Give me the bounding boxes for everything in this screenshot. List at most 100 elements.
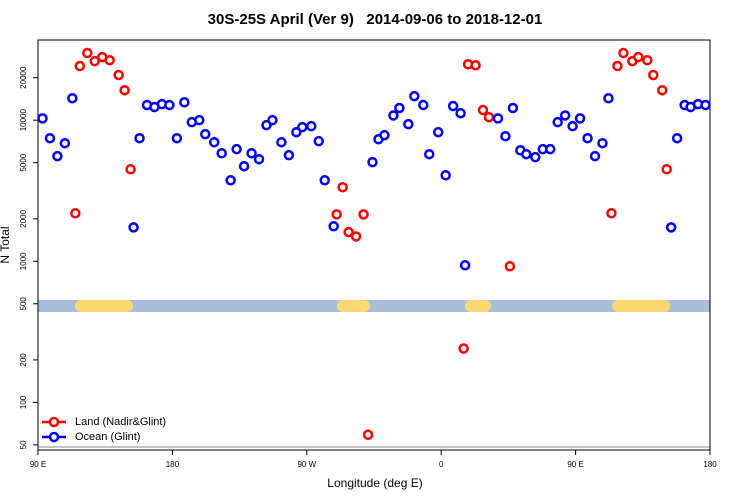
point (455, 107, 466, 119)
point (216, 147, 227, 159)
x-tick-label: 90 E (567, 460, 583, 469)
point (618, 47, 629, 59)
land-band (337, 300, 370, 312)
point (67, 93, 78, 104)
x-tick-label: 180 (703, 460, 717, 469)
point (200, 128, 211, 140)
point (331, 209, 342, 220)
y-tick-label: 50 (19, 440, 28, 449)
x-tick-label: 90 E (30, 460, 46, 469)
land-band (465, 300, 491, 312)
point (119, 84, 130, 96)
point (559, 110, 571, 121)
surface-band (38, 300, 710, 312)
point (164, 99, 175, 111)
point (128, 222, 139, 233)
point (403, 118, 414, 130)
point (552, 116, 563, 128)
point (179, 96, 190, 108)
point (104, 54, 115, 66)
y-tick-label: 500 (19, 297, 28, 311)
point (530, 151, 541, 163)
y-tick-label: 2000 (19, 209, 28, 227)
point (246, 147, 257, 159)
point (231, 143, 242, 155)
point (633, 51, 644, 63)
point (477, 104, 489, 116)
point (267, 114, 278, 126)
point (458, 343, 469, 354)
point (424, 148, 435, 160)
point (89, 55, 100, 67)
point (283, 149, 295, 161)
legend-label: Land (Nadir&Glint) (75, 416, 166, 428)
point (642, 54, 653, 66)
land-band (612, 300, 670, 312)
point (459, 260, 471, 271)
point (328, 221, 339, 232)
y-tick-label: 10000 (19, 109, 28, 132)
point (276, 136, 287, 148)
ocean-band (38, 300, 710, 312)
plot-frame (37, 39, 711, 451)
point (418, 99, 429, 111)
point (319, 175, 330, 186)
point (194, 114, 205, 126)
point (700, 99, 711, 111)
point (671, 132, 683, 144)
point (343, 226, 354, 238)
point (171, 132, 183, 144)
point (208, 136, 220, 148)
point (544, 143, 556, 155)
point (492, 113, 504, 124)
point (661, 164, 672, 175)
point (297, 121, 308, 133)
point (74, 60, 86, 72)
point (337, 181, 348, 193)
point (394, 102, 405, 114)
point (432, 126, 444, 138)
point (82, 47, 93, 59)
point (367, 156, 378, 168)
point (113, 69, 124, 81)
point (59, 137, 71, 149)
point (225, 175, 236, 186)
point (470, 60, 481, 71)
point (665, 222, 677, 233)
point (409, 90, 420, 102)
point (125, 164, 136, 175)
y-tick-label: 100 (19, 395, 28, 409)
point (612, 60, 623, 72)
point (379, 129, 390, 141)
point (52, 150, 63, 162)
y-tick-label: 200 (19, 353, 28, 367)
point (483, 111, 495, 123)
y-axis-title: N Total (0, 226, 12, 263)
point (447, 100, 459, 112)
point (44, 132, 56, 144)
legend-marker (48, 416, 60, 428)
y-tick-label: 20000 (19, 66, 28, 89)
point (70, 208, 81, 219)
point (582, 132, 593, 144)
point (504, 261, 516, 272)
point (597, 137, 608, 149)
point (350, 231, 362, 242)
point (238, 160, 250, 172)
point (440, 170, 451, 181)
point (521, 148, 532, 160)
point (500, 130, 511, 142)
land-band (75, 300, 133, 312)
point (656, 84, 668, 96)
point (313, 135, 324, 147)
point (358, 209, 369, 220)
point (589, 150, 601, 162)
point (574, 113, 586, 124)
point (567, 120, 578, 132)
point (606, 208, 617, 219)
point (37, 113, 48, 124)
point (388, 110, 399, 121)
x-axis-title: Longitude (deg E) (327, 476, 422, 490)
x-tick-label: 90 W (297, 460, 316, 469)
